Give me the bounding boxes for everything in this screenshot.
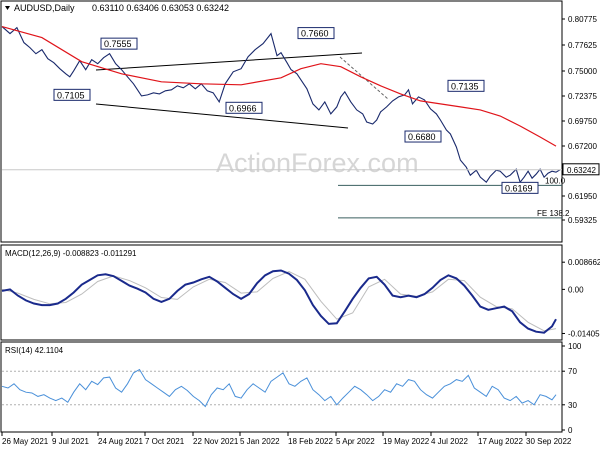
moving-average-line bbox=[1, 26, 557, 147]
ohlc-label: 0.63110 0.63406 0.63053 0.63242 bbox=[92, 3, 229, 13]
x-tick-label: 7 Oct 2021 bbox=[145, 437, 185, 446]
svg-text:0.6169: 0.6169 bbox=[505, 183, 533, 193]
svg-text:0.7135: 0.7135 bbox=[451, 81, 479, 91]
rsi-title: RSI(14) 42.1104 bbox=[5, 346, 64, 355]
svg-text:0.6966: 0.6966 bbox=[229, 103, 257, 113]
x-tick-label: 24 Aug 2021 bbox=[98, 437, 143, 446]
annotation-layer: 0.7105 0.7555 0.6966 0.7660 0.6680 0.7135 0.61… bbox=[53, 27, 539, 194]
header-triangle-icon bbox=[5, 6, 10, 10]
fib-level-label: 100.0 bbox=[545, 176, 566, 185]
y-tick-label: 0.59325 bbox=[568, 216, 597, 225]
x-tick-label: 22 Nov 2021 bbox=[193, 437, 239, 446]
x-tick-label: 5 Jan 2022 bbox=[240, 437, 280, 446]
x-tick-label: 17 Aug 2022 bbox=[478, 437, 523, 446]
x-tick-label: 26 May 2021 bbox=[2, 437, 49, 446]
macd-layer bbox=[1, 269, 557, 334]
x-tick-label: 5 Apr 2022 bbox=[336, 437, 375, 446]
macd-tick-label: 0.00 bbox=[568, 285, 584, 294]
price-annotation: 0.7105 bbox=[53, 88, 91, 101]
x-tick-label: 19 May 2022 bbox=[383, 437, 430, 446]
macd-tick-label: -0.014055 bbox=[568, 329, 600, 338]
rsi-tick-label: 100 bbox=[568, 342, 582, 351]
macd-line bbox=[1, 269, 557, 334]
y-tick-label: 0.69750 bbox=[568, 117, 597, 126]
x-tick-label: 9 Jul 2021 bbox=[52, 437, 89, 446]
price-annotation: 0.7660 bbox=[297, 27, 335, 40]
svg-text:0.7660: 0.7660 bbox=[301, 29, 329, 39]
rsi-tick-label: 70 bbox=[568, 367, 577, 376]
y-tick-label: 0.77625 bbox=[568, 41, 597, 50]
price-line bbox=[1, 26, 561, 184]
price-layer bbox=[1, 26, 562, 184]
price-annotation: 0.6680 bbox=[404, 130, 442, 143]
lower-channel-line bbox=[95, 103, 349, 129]
macd-signal-line bbox=[1, 270, 557, 332]
macd-tick-label: 0.008662 bbox=[568, 258, 600, 267]
x-tick-label: 30 Sep 2022 bbox=[526, 437, 572, 446]
rsi-line bbox=[1, 368, 557, 408]
chart-header: AUDUSD,Daily 0.63110 0.63406 0.63053 0.6… bbox=[5, 3, 229, 13]
fib-level-label: FE 138.2 bbox=[537, 209, 570, 218]
macd-title: MACD(12,26,9) -0.008823 -0.011291 bbox=[5, 249, 137, 258]
svg-text:0.7555: 0.7555 bbox=[104, 39, 132, 49]
svg-text:0.6680: 0.6680 bbox=[408, 132, 436, 142]
rsi-panel bbox=[0, 341, 563, 433]
rsi-tick-label: 0 bbox=[568, 426, 573, 435]
price-annotation: 0.7135 bbox=[447, 79, 485, 92]
svg-text:0.7105: 0.7105 bbox=[57, 90, 85, 100]
current-price-tag: 0.63242 bbox=[562, 163, 600, 176]
y-tick-label: 0.67200 bbox=[568, 142, 597, 151]
upper-channel-line bbox=[95, 52, 363, 71]
price-annotation: 0.7555 bbox=[100, 37, 138, 50]
y-tick-label: 0.61950 bbox=[568, 192, 597, 201]
x-tick-label: 4 Jul 2022 bbox=[431, 437, 468, 446]
price-annotation: 0.6966 bbox=[225, 101, 263, 114]
y-tick-label: 0.75000 bbox=[568, 67, 597, 76]
symbol-label: AUDUSD,Daily bbox=[14, 3, 75, 13]
axis-layer: 0.80775 0.77625 0.75000 0.72375 0.69750 0.672… bbox=[1, 15, 600, 446]
svg-text:0.63242: 0.63242 bbox=[567, 166, 596, 175]
x-tick-label: 18 Feb 2022 bbox=[288, 437, 333, 446]
y-tick-label: 0.80775 bbox=[568, 15, 597, 24]
price-annotation: 0.6169 bbox=[501, 181, 539, 194]
y-tick-label: 0.72375 bbox=[568, 92, 597, 101]
macd-panel bbox=[0, 244, 563, 341]
rsi-tick-label: 30 bbox=[568, 401, 577, 410]
watermark: ActionForex.com bbox=[216, 148, 419, 178]
rsi-layer bbox=[1, 368, 562, 408]
